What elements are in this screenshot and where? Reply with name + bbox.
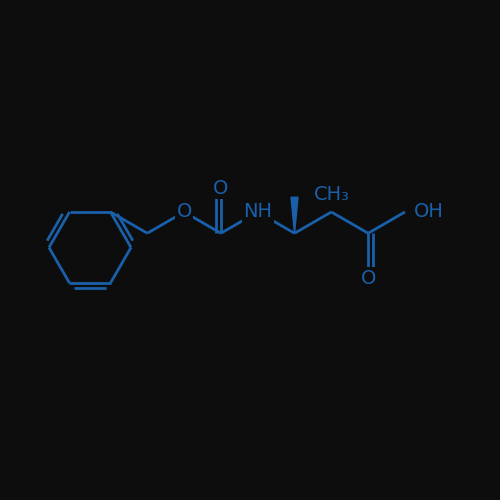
Text: NH: NH [243,202,272,222]
Text: O: O [360,268,376,287]
Text: O: O [213,178,228,198]
Text: CH₃: CH₃ [314,185,350,204]
Text: O: O [176,202,192,222]
Text: OH: OH [414,202,444,222]
Polygon shape [291,197,298,233]
